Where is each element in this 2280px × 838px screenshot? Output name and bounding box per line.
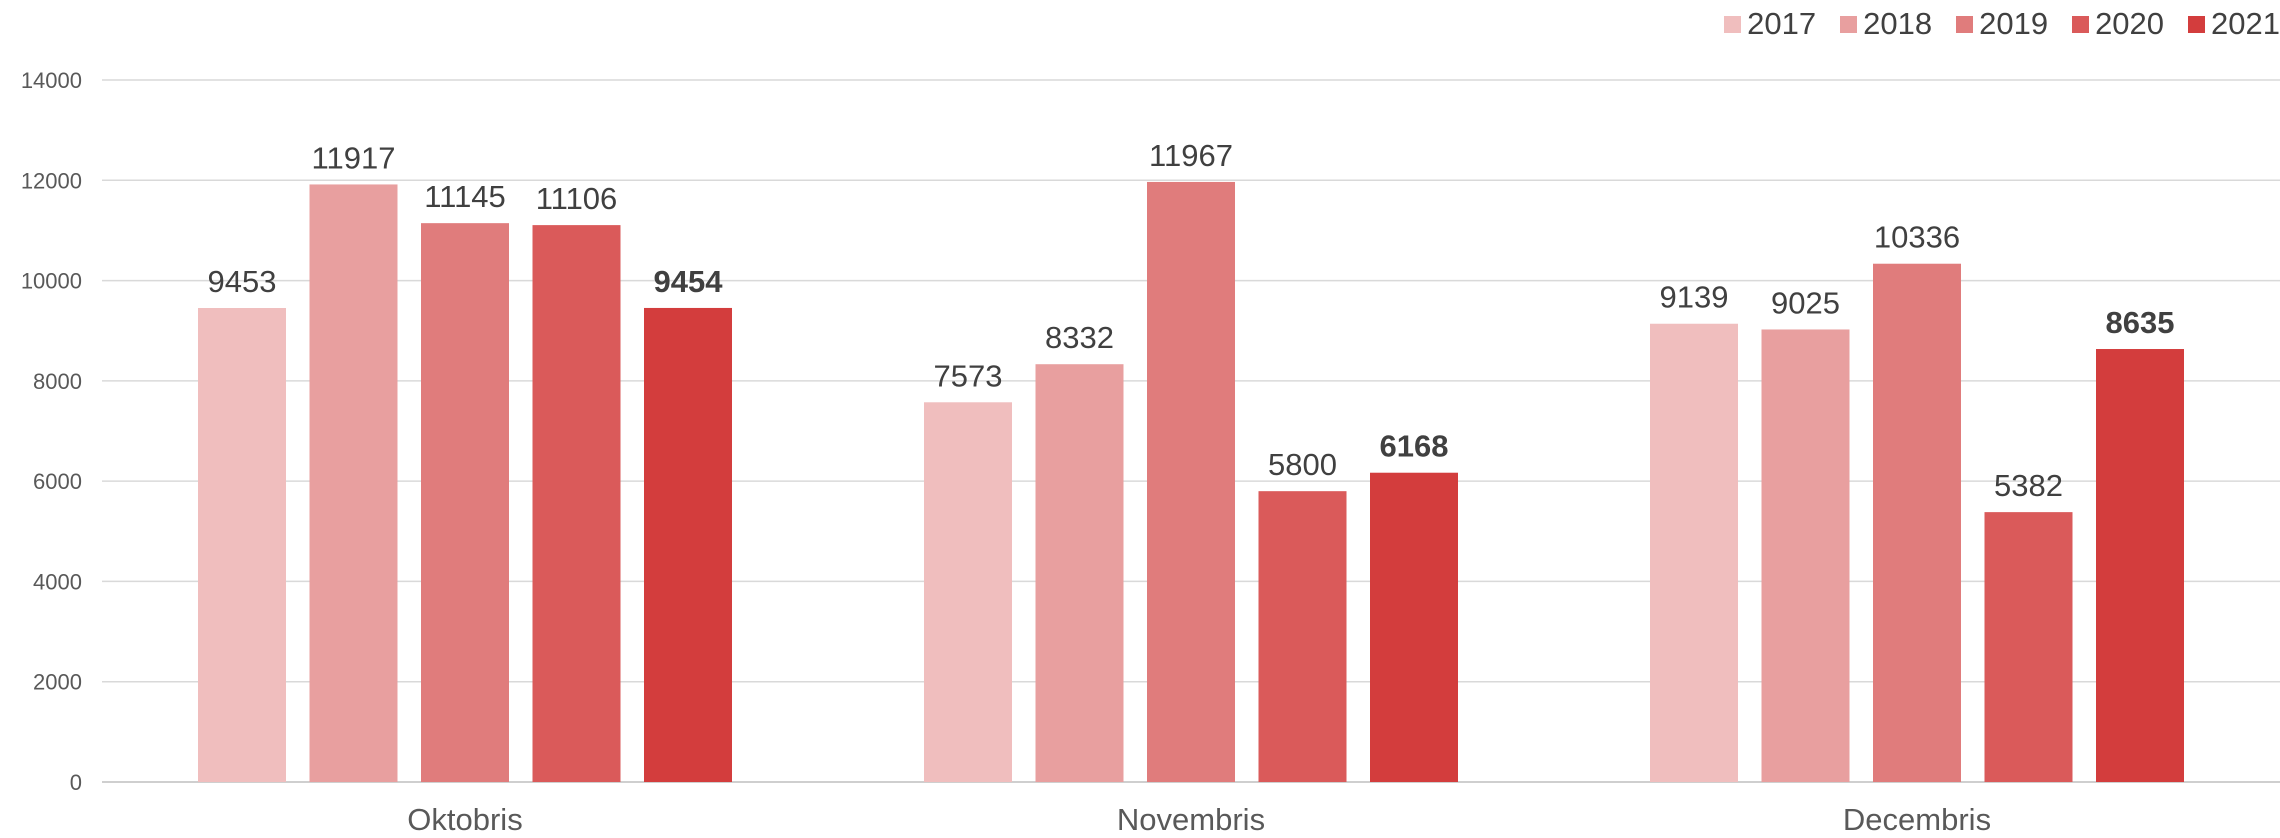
legend-item-2020: 2020 <box>2072 6 2164 42</box>
bar <box>1035 364 1124 782</box>
data-label: 8635 <box>2106 305 2175 340</box>
bar <box>1873 263 1961 783</box>
data-label: 7573 <box>934 358 1003 393</box>
legend-item-2021: 2021 <box>2188 6 2280 42</box>
data-label: 11917 <box>312 140 396 175</box>
legend-label-2020: 2020 <box>2095 6 2165 41</box>
bar <box>532 225 621 783</box>
bar <box>644 307 732 782</box>
bar <box>1761 329 1850 782</box>
data-label: 5382 <box>1994 468 2063 503</box>
y-tick-label: 14000 <box>21 68 82 93</box>
bar <box>1984 512 2073 782</box>
data-label: 5800 <box>1268 447 1337 482</box>
legend-swatch-2020 <box>2072 15 2090 33</box>
bar <box>924 402 1012 782</box>
legend-item-2017: 2017 <box>1724 6 1816 42</box>
y-tick-label: 12000 <box>21 168 82 193</box>
bar <box>198 307 286 782</box>
legend-swatch-2017 <box>1724 15 1742 33</box>
bar <box>1650 323 1738 782</box>
data-label: 11967 <box>1149 138 1233 173</box>
bar <box>421 223 509 783</box>
x-tick-label: Decembris <box>1843 802 1991 837</box>
data-label: 11145 <box>424 179 506 214</box>
legend-label-2018: 2018 <box>1863 6 1933 41</box>
data-label: 6168 <box>1380 429 1449 464</box>
y-tick-label: 0 <box>70 770 82 795</box>
legend-swatch-2019 <box>1956 15 1974 33</box>
x-tick-label: Oktobris <box>407 802 522 837</box>
y-tick-label: 4000 <box>33 569 82 594</box>
data-label: 9139 <box>1660 280 1729 315</box>
data-label: 9454 <box>654 264 724 299</box>
x-tick-label: Novembris <box>1117 802 1265 837</box>
data-label: 10336 <box>1874 220 1960 255</box>
bar <box>1147 181 1235 782</box>
legend-item-2018: 2018 <box>1840 6 1932 42</box>
legend-label-2019: 2019 <box>1979 6 2049 41</box>
chart-legend: 2017 2018 2019 2020 2021 <box>1724 6 2280 42</box>
bar <box>1370 472 1458 782</box>
data-label: 9453 <box>208 264 277 299</box>
y-tick-label: 8000 <box>33 369 82 394</box>
legend-label-2017: 2017 <box>1747 6 1817 41</box>
y-tick-label: 6000 <box>33 469 82 494</box>
legend-swatch-2021 <box>2188 15 2206 33</box>
legend-label-2021: 2021 <box>2211 6 2280 41</box>
data-label: 9025 <box>1771 285 1840 320</box>
y-tick-label: 2000 <box>33 670 82 695</box>
bar <box>309 184 398 782</box>
legend-item-2019: 2019 <box>1956 6 2048 42</box>
y-tick-label: 10000 <box>21 269 82 294</box>
bar <box>1258 491 1347 782</box>
bar <box>2096 349 2184 782</box>
data-label: 11106 <box>536 181 618 216</box>
legend-swatch-2018 <box>1840 15 1858 33</box>
data-label: 8332 <box>1045 320 1114 355</box>
